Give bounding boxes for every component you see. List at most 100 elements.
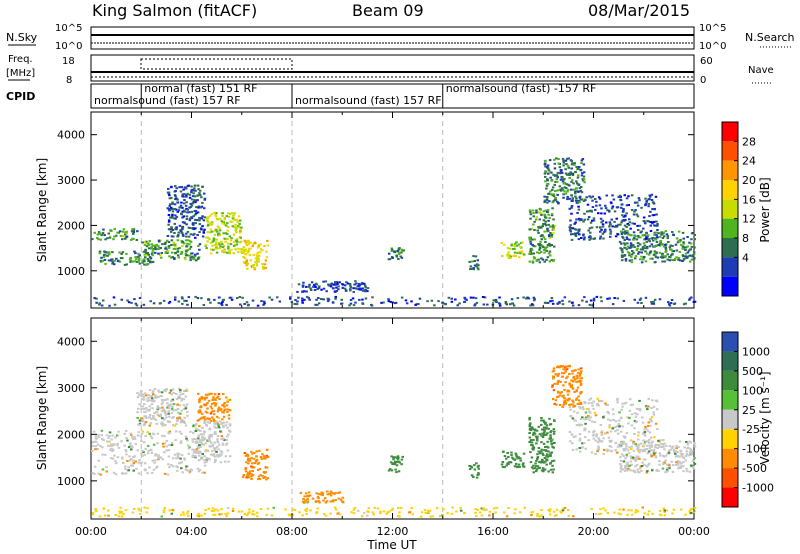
data-cell <box>191 195 195 198</box>
data-cell <box>536 259 539 262</box>
data-cell <box>529 217 532 220</box>
data-cell <box>531 261 535 264</box>
data-cell <box>197 459 201 462</box>
data-cell <box>109 457 113 460</box>
data-cell <box>225 442 229 445</box>
data-cell <box>170 403 173 406</box>
colorbar-swatch <box>722 257 738 277</box>
data-cell <box>532 252 535 255</box>
data-cell <box>228 398 232 401</box>
data-cell <box>153 461 156 464</box>
data-cell <box>164 251 168 254</box>
data-cell <box>478 511 482 514</box>
data-cell <box>632 237 636 240</box>
data-cell <box>166 473 170 476</box>
data-cell <box>221 404 224 407</box>
data-cell <box>153 417 156 420</box>
data-cell <box>561 509 565 512</box>
data-cell <box>138 297 142 299</box>
data-cell <box>237 215 241 218</box>
data-cell <box>380 301 383 304</box>
data-cell <box>629 242 633 245</box>
data-cell <box>619 195 622 198</box>
data-cell <box>228 424 232 427</box>
data-cell <box>302 498 305 500</box>
data-cell <box>648 240 651 243</box>
data-cell <box>569 403 573 406</box>
data-cell <box>241 252 244 254</box>
data-cell <box>633 246 636 248</box>
nave-tick-top: 60 <box>700 56 713 67</box>
data-cell <box>684 302 687 305</box>
data-cell <box>649 195 652 198</box>
data-cell <box>111 262 114 265</box>
nave-tick-bottom: 0 <box>700 75 706 86</box>
data-cell <box>557 395 560 398</box>
data-cell <box>474 511 477 514</box>
data-cell <box>573 404 577 407</box>
data-cell <box>212 396 215 399</box>
data-cell <box>545 184 549 187</box>
data-cell <box>315 283 319 286</box>
data-cell <box>200 396 204 398</box>
data-cell <box>692 251 696 254</box>
data-cell <box>107 232 110 235</box>
data-cell <box>543 199 547 202</box>
data-cell <box>142 395 146 398</box>
data-cell <box>647 238 651 241</box>
data-cell <box>243 513 246 516</box>
data-cell <box>684 455 688 457</box>
data-cell <box>376 507 380 510</box>
data-cell <box>363 282 366 285</box>
data-cell <box>584 411 588 414</box>
data-cell <box>210 407 214 410</box>
data-cell <box>537 447 541 449</box>
data-cell <box>468 260 471 263</box>
data-cell <box>636 242 640 245</box>
data-cell <box>212 447 216 450</box>
data-cell <box>650 243 654 246</box>
data-cell <box>691 459 695 462</box>
data-cell <box>606 403 609 406</box>
data-cell <box>611 205 615 208</box>
data-cell <box>356 509 360 512</box>
data-cell <box>390 247 393 250</box>
data-cell <box>656 447 659 449</box>
data-cell <box>635 213 639 216</box>
data-cell <box>521 241 524 244</box>
data-cell <box>171 251 174 254</box>
data-cell <box>177 300 181 303</box>
data-cell <box>314 286 317 288</box>
data-cell <box>469 265 473 268</box>
data-cell <box>601 219 605 222</box>
data-cell <box>555 178 558 181</box>
data-cell <box>215 450 218 453</box>
data-cell <box>203 228 206 231</box>
data-cell <box>171 405 174 408</box>
data-cell <box>155 422 158 425</box>
data-cell <box>150 403 154 406</box>
data-cell <box>227 245 230 248</box>
data-cell <box>536 439 539 442</box>
power-ylabel: Slant Range [km] <box>35 158 49 262</box>
data-cell <box>668 256 671 258</box>
data-cell <box>224 232 228 235</box>
data-cell <box>630 209 634 211</box>
data-cell <box>678 455 681 458</box>
data-cell <box>563 397 566 400</box>
data-cell <box>620 242 623 245</box>
data-cell <box>551 370 555 373</box>
data-cell <box>224 455 228 458</box>
data-cell <box>264 259 268 262</box>
data-cell <box>641 246 645 249</box>
data-cell <box>607 418 610 421</box>
data-cell <box>620 221 623 224</box>
data-cell <box>192 424 196 427</box>
data-cell <box>183 209 186 212</box>
data-cell <box>638 399 641 402</box>
data-cell <box>618 194 622 197</box>
data-cell <box>534 245 537 248</box>
data-cell <box>540 450 543 453</box>
data-cell <box>214 422 217 425</box>
data-cell <box>154 454 157 457</box>
